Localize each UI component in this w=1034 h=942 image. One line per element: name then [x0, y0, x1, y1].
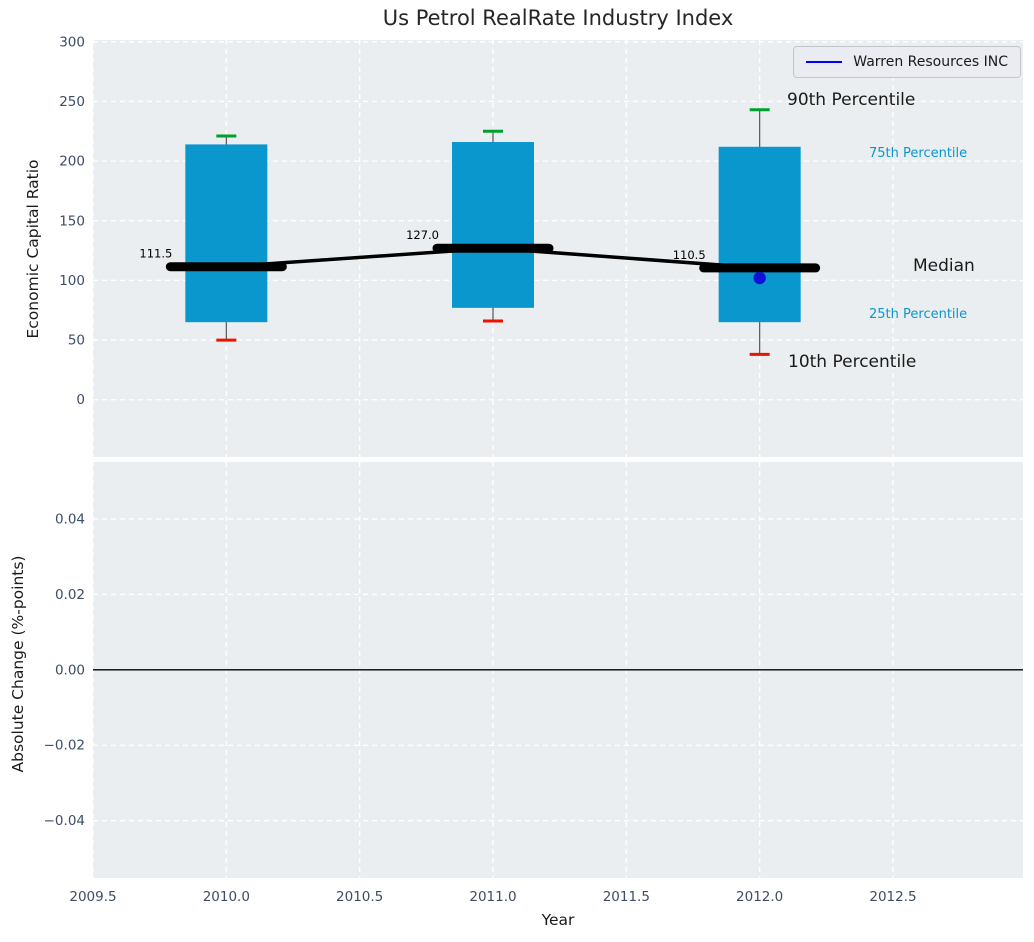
chart-title: Us Petrol RealRate Industry Index [382, 6, 734, 30]
x-tick-label: 2010.5 [336, 889, 383, 905]
legend: Warren Resources INC [793, 46, 1021, 78]
x-tick-label: 2009.5 [69, 889, 116, 905]
iqr-box [185, 144, 268, 323]
y-tick-label-bottom: −0.02 [44, 738, 85, 754]
y-tick-label-top: 300 [59, 34, 85, 50]
y-tick-label-top: 250 [59, 94, 85, 110]
y-tick-label-bottom: 0.04 [55, 511, 85, 527]
x-tick-label: 2011.0 [469, 889, 516, 905]
iqr-box [718, 146, 801, 323]
x-tick-label: 2012.5 [869, 889, 916, 905]
y-axis-label-bottom: Absolute Change (%-points) [9, 555, 27, 773]
y-tick-label-top: 0 [76, 392, 85, 408]
annotation-10th-percentile: 10th Percentile [788, 352, 917, 372]
iqr-box [452, 142, 534, 308]
y-tick-label-top: 50 [68, 333, 85, 349]
x-tick-label: 2012.0 [736, 889, 783, 905]
y-tick-label-top: 150 [59, 213, 85, 229]
y-tick-label-top: 200 [59, 154, 85, 170]
x-tick-label: 2010.0 [203, 889, 250, 905]
y-axis-label-top: Economic Capital Ratio [24, 159, 42, 339]
annotation-90th-percentile: 90th Percentile [787, 90, 916, 110]
company-data-point [753, 271, 766, 285]
y-tick-label-top: 100 [59, 273, 85, 289]
median-value-label: 110.5 [673, 248, 706, 262]
median-value-label: 127.0 [406, 228, 439, 242]
annotation-median: Median [913, 256, 975, 276]
y-tick-label-bottom: 0.00 [55, 662, 85, 678]
x-tick-label: 2011.5 [603, 889, 650, 905]
annotation-75th-percentile: 75th Percentile [869, 146, 968, 161]
y-tick-label-bottom: 0.02 [55, 587, 85, 603]
x-axis-label: Year [541, 911, 575, 929]
legend-line-swatch-icon [806, 60, 843, 64]
annotation-25th-percentile: 25th Percentile [869, 307, 968, 322]
legend-label: Warren Resources INC [853, 54, 1008, 70]
y-tick-label-bottom: −0.04 [44, 813, 85, 829]
median-value-label: 111.5 [139, 247, 172, 261]
